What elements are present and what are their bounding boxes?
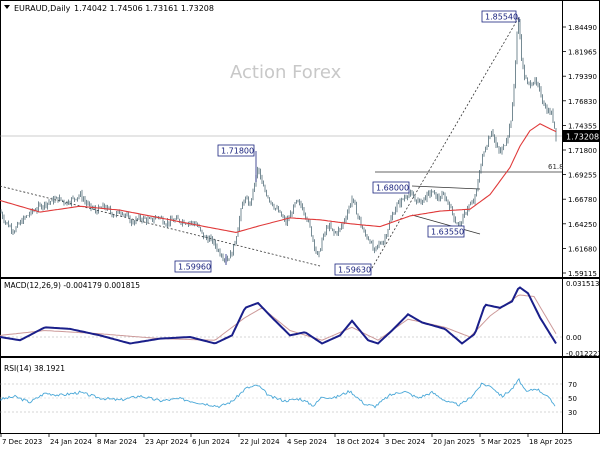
- annotation-label: 1.85540: [485, 13, 518, 22]
- price-tick: 1.71800: [568, 147, 597, 155]
- symbol-label: EURAUD,Daily: [14, 4, 71, 13]
- current-price-label: 1.73208: [566, 133, 599, 142]
- price-axis: 1.84490 1.81965 1.79390 1.76830 1.74355 1.718…: [562, 24, 597, 278]
- time-axis: 7 Dec 2023 24 Jan 2024 8 Mar 2024 23 Apr 20…: [0, 434, 572, 446]
- rsi-tick: 70: [568, 381, 577, 389]
- annotation-label: 1.63550: [431, 228, 464, 237]
- price-tick: 1.81965: [568, 49, 597, 57]
- moving-average-line: [0, 123, 557, 233]
- date-tick: 18 Apr 2025: [529, 438, 572, 446]
- annotation-box: [334, 263, 372, 276]
- price-tick: 1.76830: [568, 98, 597, 106]
- channel-lower-line[interactable]: [411, 214, 481, 235]
- annotation-label: 1.59960: [178, 263, 211, 272]
- date-tick: 5 Mar 2025: [481, 438, 521, 446]
- price-tick: 1.84490: [568, 24, 597, 32]
- price-tick: 1.66780: [568, 196, 597, 204]
- price-tick: 1.61680: [568, 245, 597, 253]
- main-panel[interactable]: [0, 0, 600, 278]
- price-tick: 1.64250: [568, 221, 597, 229]
- channel-upper-line[interactable]: [411, 185, 481, 190]
- date-tick: 4 Sep 2024: [287, 438, 327, 446]
- rsi-line: [0, 377, 556, 409]
- date-tick: 7 Dec 2023: [2, 438, 42, 446]
- annotation-box: [217, 144, 255, 157]
- date-tick: 22 Jul 2024: [240, 438, 280, 446]
- macd-axis: 0.031513 0.00 -0.012223: [566, 280, 600, 358]
- date-tick: 8 Mar 2024: [97, 438, 137, 446]
- rsi-axis: 70 50 30: [568, 381, 577, 417]
- descending-trendline[interactable]: [0, 185, 321, 267]
- price-tick: 1.59115: [568, 270, 597, 278]
- macd-tick: 0.031513: [566, 280, 599, 288]
- current-price-box: [563, 130, 600, 142]
- ohlc-values: 1.74042 1.74506 1.73161 1.73208: [74, 4, 214, 13]
- rsi-tick: 50: [568, 395, 577, 403]
- price-tick: 1.79390: [568, 73, 597, 81]
- date-tick: 23 Apr 2024: [145, 438, 189, 446]
- price-tick: 1.69255: [568, 172, 597, 180]
- rsi-tick: 30: [568, 409, 577, 417]
- macd-tick: -0.012223: [566, 350, 600, 358]
- macd-label: MACD(12,26,9) -0.004179 0.001815: [4, 281, 140, 290]
- date-tick: 3 Dec 2024: [385, 438, 426, 446]
- date-tick: 6 Jun 2024: [192, 438, 230, 446]
- ascending-trendline[interactable]: [371, 16, 520, 269]
- annotation-label: 1.71800: [221, 147, 254, 156]
- annotation-label: 1.68000: [376, 184, 409, 193]
- macd-panel[interactable]: [0, 278, 600, 357]
- fib-level-label: 61.8: [548, 163, 564, 171]
- dropdown-triangle-icon[interactable]: [4, 5, 10, 9]
- date-tick: 24 Jan 2024: [50, 438, 93, 446]
- annotation-labels: 1.85540 1.71800 1.68000 1.63550 1.59960 …: [174, 10, 520, 276]
- annotation-box: [427, 225, 465, 238]
- macd-line: [0, 286, 557, 345]
- date-tick: 20 Jan 2025: [433, 438, 475, 446]
- annotation-box: [174, 260, 212, 273]
- annotation-box: [481, 10, 517, 23]
- price-tick: 1.74355: [568, 122, 597, 130]
- annotation-box: [372, 181, 410, 194]
- date-tick: 18 Oct 2024: [336, 438, 380, 446]
- rsi-label: RSI(14) 38.1921: [4, 364, 65, 373]
- annotation-label: 1.59630: [338, 266, 371, 275]
- watermark: Action Forex: [230, 62, 342, 83]
- macd-tick: 0.00: [566, 334, 582, 342]
